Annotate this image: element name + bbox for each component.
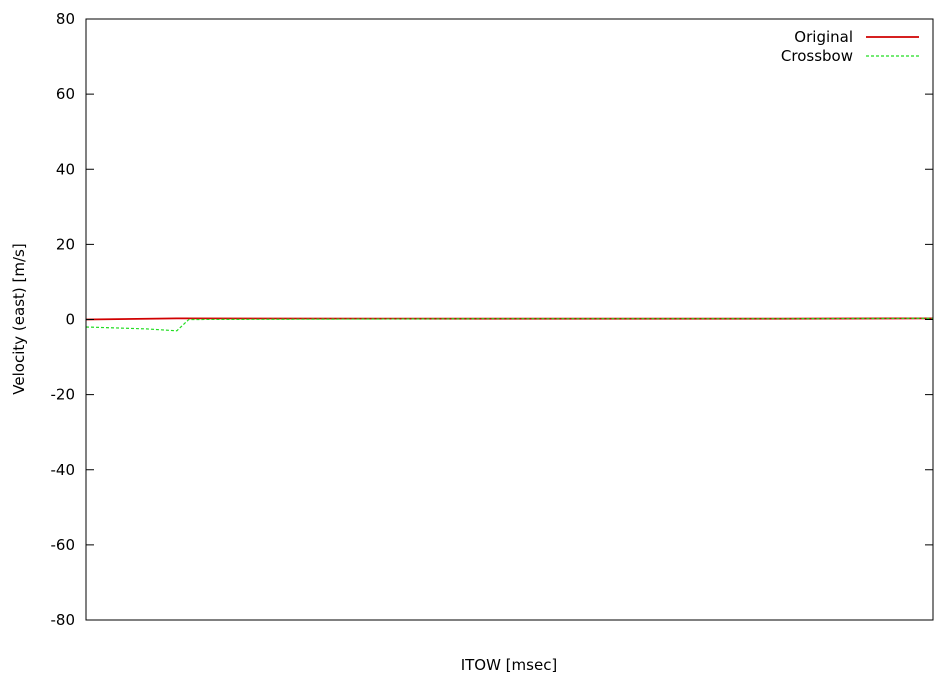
y-axis-label: Velocity (east) [m/s] <box>10 243 28 394</box>
series-layer <box>86 317 933 332</box>
series-line-crossbow <box>86 317 933 332</box>
y-tick-label: -80 <box>51 611 76 629</box>
y-tick-label: -60 <box>51 536 76 554</box>
series-line-original <box>86 317 933 321</box>
legend-label-crossbow: Crossbow <box>781 47 853 65</box>
y-tick-label: -40 <box>51 461 76 479</box>
y-tick-label: 60 <box>56 85 75 103</box>
y-tick-label: 0 <box>65 311 75 329</box>
y-tick-label: 40 <box>56 160 75 178</box>
y-axis: 80 60 40 20 0 -20 -40 -60 -80 <box>51 10 933 629</box>
y-tick-label: 20 <box>56 235 75 253</box>
legend-label-original: Original <box>794 28 853 46</box>
x-axis-label: ITOW [msec] <box>461 656 558 674</box>
y-tick-label: 80 <box>56 10 75 28</box>
y-tick-label: -20 <box>51 386 76 404</box>
